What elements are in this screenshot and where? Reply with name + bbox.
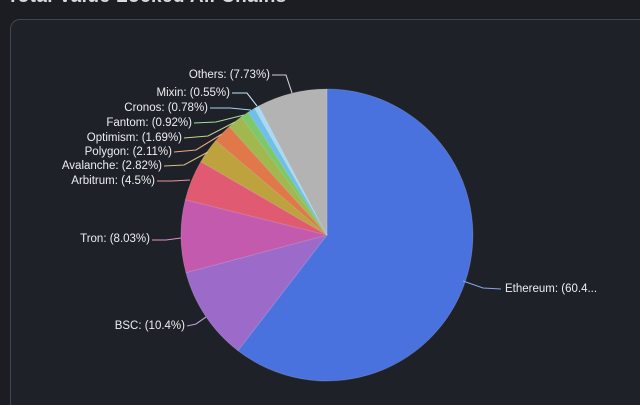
pie-label-others[interactable]: Others: (7.73%) [188, 69, 270, 81]
pie-slice-tron[interactable] [180, 199, 328, 274]
leader-line-tron [152, 237, 182, 241]
pie-label-tron[interactable]: Tron: (8.03%) [80, 233, 150, 245]
pie-label-mixin[interactable]: Mixin: (0.55%) [156, 87, 231, 99]
chart-title: Total Value Locked All Chains [7, 0, 287, 8]
pie-label-ethereum[interactable]: Ethereum: (60.4... [505, 283, 598, 295]
pie-label-bsc[interactable]: BSC: (10.4%) [114, 320, 185, 332]
pie-slice-avalanche[interactable] [200, 139, 328, 236]
pie-label-fantom[interactable]: Fantom: (0.92%) [106, 117, 192, 129]
leader-line-cronos [210, 107, 252, 111]
leader-line-arbitrum [157, 179, 191, 182]
pie-label-cronos[interactable]: Cronos: (0.78%) [124, 102, 208, 114]
pie-slice-cronos[interactable] [247, 107, 328, 236]
leader-line-avalanche [163, 151, 209, 167]
leader-line-bsc [186, 316, 207, 327]
leader-line-mixin [232, 92, 258, 107]
pie-slice-others[interactable] [258, 88, 328, 236]
leader-line-polygon [173, 133, 223, 153]
pie-label-arbitrum[interactable]: Arbitrum: (4.5%) [71, 175, 155, 187]
pie-slice-fantom[interactable] [240, 111, 328, 236]
pie-label-polygon[interactable]: Polygon: (2.11%) [84, 146, 172, 158]
leader-line-optimism [183, 121, 236, 139]
pie-slice-bsc[interactable] [185, 234, 329, 352]
pie-slice-optimism[interactable] [228, 116, 328, 236]
leader-line-ethereum [462, 280, 502, 290]
pie-label-optimism[interactable]: Optimism: (1.69%) [86, 132, 182, 144]
leader-line-fantom [193, 114, 245, 124]
pie-slice-arbitrum[interactable] [184, 161, 328, 236]
leader-line-others [272, 74, 293, 94]
pie-label-avalanche[interactable]: Avalanche: (2.82%) [61, 160, 162, 172]
pie-slice-mixin[interactable] [253, 105, 328, 236]
pie-slice-polygon[interactable] [215, 126, 328, 236]
